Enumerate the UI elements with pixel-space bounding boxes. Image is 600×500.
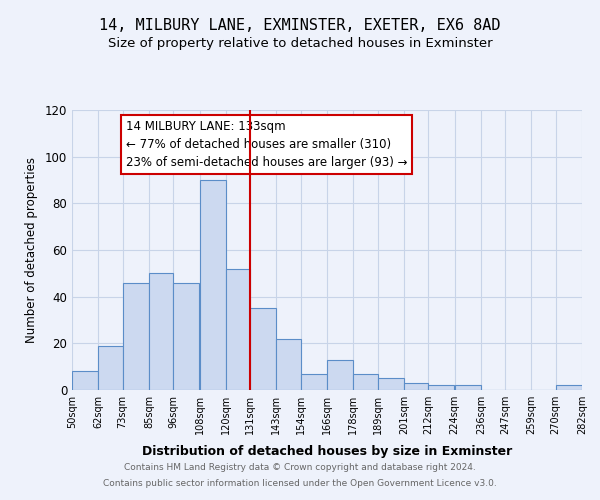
Bar [353, 374, 377, 390]
Bar [122, 282, 149, 390]
Text: Size of property relative to detached houses in Exminster: Size of property relative to detached ho… [107, 38, 493, 51]
Bar [428, 386, 455, 390]
Bar [377, 378, 404, 390]
Bar [72, 372, 98, 390]
Text: 14, MILBURY LANE, EXMINSTER, EXETER, EX6 8AD: 14, MILBURY LANE, EXMINSTER, EXETER, EX6… [99, 18, 501, 32]
Text: 14 MILBURY LANE: 133sqm
← 77% of detached houses are smaller (310)
23% of semi-d: 14 MILBURY LANE: 133sqm ← 77% of detache… [125, 120, 407, 169]
Bar [226, 268, 250, 390]
Y-axis label: Number of detached properties: Number of detached properties [25, 157, 38, 343]
Bar [173, 282, 199, 390]
Bar [455, 386, 481, 390]
Text: Contains public sector information licensed under the Open Government Licence v3: Contains public sector information licen… [103, 478, 497, 488]
Bar [556, 386, 582, 390]
Bar [277, 338, 301, 390]
Bar [149, 274, 173, 390]
Bar [250, 308, 277, 390]
X-axis label: Distribution of detached houses by size in Exminster: Distribution of detached houses by size … [142, 446, 512, 458]
Bar [301, 374, 327, 390]
Bar [327, 360, 353, 390]
Bar [98, 346, 122, 390]
Bar [404, 383, 428, 390]
Text: Contains HM Land Registry data © Crown copyright and database right 2024.: Contains HM Land Registry data © Crown c… [124, 464, 476, 472]
Bar [199, 180, 226, 390]
